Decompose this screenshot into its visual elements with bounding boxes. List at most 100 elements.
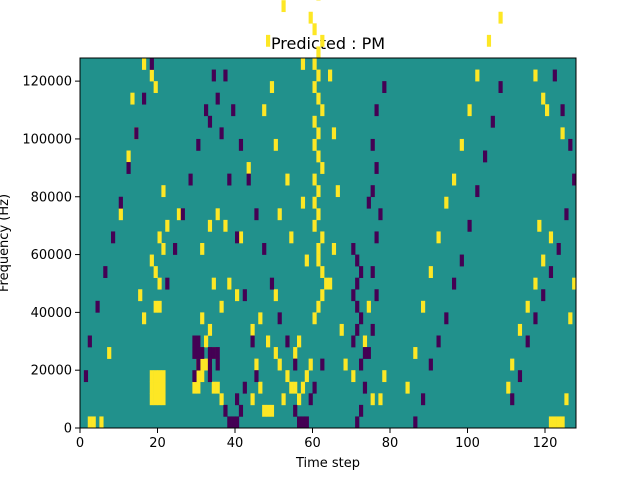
heatmap-cell-high	[316, 150, 321, 163]
x-tick-label: 120	[533, 436, 558, 451]
heatmap-cell-high	[506, 381, 511, 394]
x-tick-label: 60	[304, 436, 321, 451]
y-tick-label: 100000	[22, 132, 72, 147]
heatmap-cell-low	[235, 416, 240, 429]
heatmap-cell-low	[192, 347, 197, 359]
heatmap-cell-high	[320, 162, 325, 174]
heatmap-cell-low	[211, 69, 216, 82]
heatmap-cell-high	[312, 219, 317, 232]
heatmap-cell-high	[320, 231, 325, 244]
heatmap-cell-low	[300, 416, 306, 429]
heatmap-cell-high	[304, 254, 309, 267]
heatmap-cell-low	[87, 335, 92, 348]
heatmap-cell-high	[176, 208, 182, 221]
heatmap-cell-high	[161, 381, 166, 394]
heatmap-cell-low	[564, 208, 569, 221]
heatmap-cell-low	[254, 370, 259, 383]
heatmap-cell-low	[207, 370, 213, 383]
heatmap-cell-high	[269, 81, 275, 93]
heatmap-cell-high	[517, 323, 523, 336]
heatmap-cell-high	[142, 312, 147, 325]
heatmap-cell-high	[312, 81, 317, 93]
heatmap-cell-low	[285, 335, 290, 348]
heatmap-cell-low	[467, 219, 472, 232]
heatmap-cell-high	[436, 231, 441, 244]
heatmap-cell-low	[215, 358, 220, 371]
heatmap-cell-high	[320, 266, 325, 278]
heatmap-cell-high	[498, 11, 503, 24]
heatmap-cell-high	[541, 92, 546, 105]
heatmap-cell-low	[215, 347, 220, 359]
heatmap-cell-high	[351, 370, 356, 383]
heatmap-cell-high	[192, 381, 197, 394]
heatmap-cells	[83, 0, 577, 429]
heatmap-cell-low	[568, 138, 573, 151]
heatmap-cell-high	[165, 219, 170, 232]
y-tick-label: 80000	[31, 190, 72, 205]
heatmap-cell-low	[293, 358, 298, 371]
heatmap-cell-low	[370, 185, 375, 198]
heatmap-cell-high	[293, 381, 298, 394]
heatmap-cell-high	[537, 219, 542, 232]
heatmap-cell-high	[316, 69, 321, 82]
heatmap-cell-low	[351, 335, 356, 348]
heatmap-cell-high	[316, 208, 321, 221]
heatmap-cell-low	[196, 335, 201, 348]
heatmap-cell-high	[157, 370, 162, 383]
y-tick-label: 20000	[31, 364, 72, 379]
heatmap-cell-low	[459, 254, 464, 267]
y-tick-label: 0	[64, 422, 72, 437]
heatmap-cell-high	[204, 335, 209, 348]
heatmap-cell-low	[204, 104, 209, 117]
heatmap-cell-low	[227, 173, 232, 186]
heatmap-cell-high	[215, 381, 220, 394]
heatmap-cell-high	[293, 347, 298, 359]
heatmap-cell-high	[316, 243, 321, 255]
heatmap-cell-high	[157, 381, 162, 394]
heatmap-cell-high	[157, 300, 162, 313]
heatmap-cell-high	[297, 335, 302, 348]
heatmap-cell-high	[273, 347, 278, 359]
heatmap-cell-low	[548, 266, 554, 278]
heatmap-cell-high	[324, 277, 329, 290]
heatmap-cell-high	[300, 58, 306, 70]
heatmap-cell-high	[297, 393, 302, 406]
heatmap-cell-high	[335, 185, 340, 198]
heatmap-cell-high	[545, 104, 550, 117]
heatmap-cell-high	[308, 11, 313, 24]
heatmap-cell-high	[273, 289, 278, 302]
heatmap-cell-low	[374, 289, 379, 302]
heatmap-cell-high	[200, 358, 205, 371]
y-tick-label: 60000	[31, 248, 72, 263]
heatmap-cell-low	[541, 289, 546, 302]
heatmap-cell-low	[304, 416, 309, 429]
heatmap-cell-high	[289, 381, 294, 394]
x-tick-label: 0	[76, 436, 84, 451]
heatmap-cell-high	[378, 393, 383, 406]
heatmap-cell-low	[227, 416, 232, 429]
heatmap-cell-high	[130, 92, 135, 105]
heatmap-cell-high	[149, 393, 154, 406]
heatmap-cell-low	[211, 347, 216, 359]
heatmap-cell-high	[161, 393, 166, 406]
heatmap-cell-high	[320, 34, 325, 47]
heatmap-cell-high	[304, 370, 309, 383]
heatmap-cell-low	[359, 358, 364, 371]
heatmap-cell-high	[300, 196, 306, 209]
heatmap-cell-high	[262, 104, 267, 117]
heatmap-cell-low	[444, 312, 449, 325]
heatmap-cell-high	[211, 381, 216, 394]
heatmap-cell-high	[312, 312, 317, 325]
heatmap-cell-high	[312, 196, 317, 209]
heatmap-cell-high	[153, 381, 158, 394]
heatmap-cell-high	[339, 323, 344, 336]
heatmap-cell-high	[510, 358, 515, 371]
heatmap-cell-low	[374, 231, 379, 244]
heatmap-cell-low	[428, 358, 433, 371]
heatmap-cell-high	[200, 312, 205, 325]
heatmap-cell-high	[312, 23, 317, 36]
heatmap-cell-low	[572, 173, 577, 186]
heatmap-cell-low	[366, 347, 371, 359]
heatmap-cell-high	[405, 381, 410, 394]
heatmap-cell-high	[207, 323, 213, 336]
